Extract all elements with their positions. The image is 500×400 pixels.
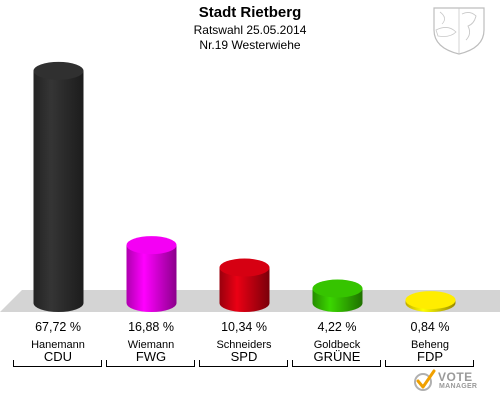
bar-spd [219,258,270,312]
value-label: 4,22 % [317,320,357,334]
value-label: 0,84 % [410,320,450,334]
bar-top [126,236,177,255]
bars-group [33,61,456,313]
value-label: 67,72 % [35,320,81,334]
logo-text-main: VOTE [438,370,473,384]
party-label: SPD [230,349,258,364]
bar-grüne [312,279,363,312]
party-label: GRÜNE [313,349,361,364]
bar-body [219,267,270,312]
candidate-label: Goldbeck [313,339,361,351]
candidate-label: Beheng [411,339,449,351]
bar-top [219,258,270,277]
chart-subtitle: Ratswahl 25.05.2014 [193,23,307,37]
bar-top [312,279,363,298]
votemanager-logo: VOTE MANAGER [414,366,494,396]
party-bracket [292,360,381,367]
bar-cdu [33,61,84,313]
nrw-crest-icon [433,7,485,55]
party-label: FWG [135,349,167,364]
value-label: 10,34 % [221,320,267,334]
bar-top [33,61,84,80]
candidate-label: Schneiders [216,339,272,351]
bar-body [33,70,84,313]
bar-fwg [126,236,177,312]
chart-title: Stadt Rietberg [198,4,302,21]
candidate-label: Hanemann [31,339,85,351]
bar-top [405,291,456,310]
bar-fdp [405,291,456,312]
value-label: 16,88 % [128,320,174,334]
checkmark-icon [414,369,436,391]
party-bracket [106,360,195,367]
logo-text-sub: MANAGER [439,383,478,390]
bar-body [126,245,177,312]
candidate-label: Wiemann [127,339,175,351]
chart-subtitle-district: Nr.19 Westerwiehe [199,38,301,52]
party-label: CDU [43,349,73,364]
party-label: FDP [417,349,443,364]
party-bracket [385,360,474,367]
party-bracket [199,360,288,367]
party-bracket [13,360,102,367]
